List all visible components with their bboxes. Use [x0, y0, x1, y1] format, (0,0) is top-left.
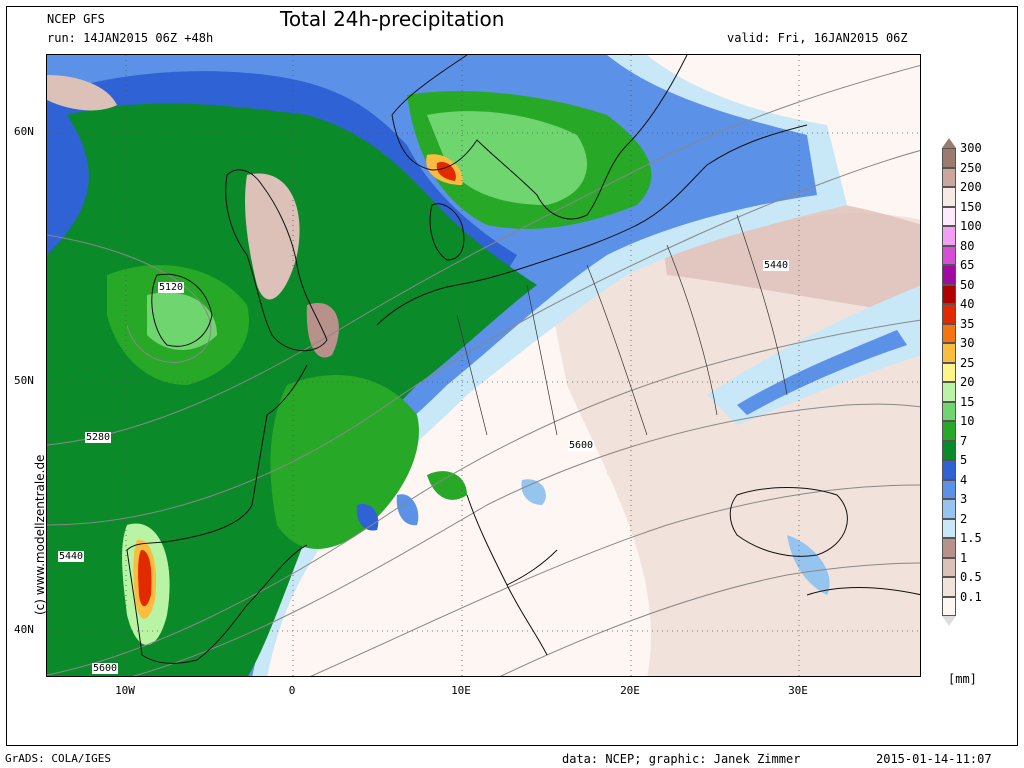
legend-label: 30: [960, 336, 975, 350]
contour-label: 5440: [58, 551, 85, 562]
legend-swatch: [942, 499, 956, 519]
legend-arrow-up-icon: [942, 138, 956, 148]
legend-swatch: [942, 538, 956, 558]
legend-label: 10: [960, 414, 975, 428]
legend-label: 20: [960, 375, 975, 389]
legend-label: 65: [960, 258, 975, 272]
software-credit: GrADS: COLA/IGES: [5, 752, 111, 765]
legend-swatch: [942, 206, 956, 226]
legend-label: 0.5: [960, 570, 982, 584]
legend-swatch: [942, 284, 956, 304]
lat-label: 60N: [14, 125, 34, 138]
legend-swatch: [942, 148, 956, 168]
legend-label: 7: [960, 433, 968, 448]
timestamp: 2015-01-14-11:07: [876, 752, 992, 766]
contour-label: 5440: [763, 260, 790, 271]
lon-label: 10E: [451, 684, 471, 697]
legend-unit: [mm]: [948, 672, 977, 686]
contour-label: 5120: [158, 282, 185, 293]
legend-label: 250: [960, 160, 982, 175]
valid-time: valid: Fri, 16JAN2015 06Z: [727, 31, 908, 45]
legend-swatch: [942, 226, 956, 246]
lon-label: 0: [288, 684, 296, 697]
legend-swatch: [942, 577, 956, 597]
legend-label: 100: [960, 219, 982, 233]
legend-label: 25: [960, 355, 975, 370]
legend-label: 1.5: [960, 531, 982, 545]
legend-label: 150: [960, 199, 982, 214]
legend-label: 4: [960, 472, 968, 487]
legend-swatch: [942, 401, 956, 421]
legend-label: 15: [960, 394, 975, 409]
legend-swatch: [942, 323, 956, 343]
legend-label: 200: [960, 180, 982, 194]
legend-swatch: [942, 421, 956, 441]
legend-label: 0.1: [960, 589, 982, 604]
legend-swatch: [942, 245, 956, 265]
legend-swatch: [942, 382, 956, 402]
legend-swatch: [942, 596, 956, 616]
legend-swatch: [942, 187, 956, 207]
legend-swatch: [942, 440, 956, 460]
legend-swatch: [942, 518, 956, 538]
lon-label: 30E: [788, 684, 808, 697]
model-name: NCEP GFS: [47, 12, 105, 26]
legend-label: 1: [960, 550, 968, 565]
lat-label: 40N: [14, 623, 34, 636]
map-canvas: [47, 55, 920, 676]
watermark: (c) www.modellzentrale.de: [33, 454, 47, 615]
legend-label: 40: [960, 297, 975, 311]
legend-label: 300: [960, 141, 982, 155]
contour-label: 5600: [92, 663, 119, 674]
legend-label: 2: [960, 511, 968, 526]
map-title: Total 24h-precipitation: [280, 7, 505, 31]
legend-swatch: [942, 167, 956, 187]
legend-arrow-down-icon: [942, 616, 956, 626]
lon-label: 20E: [620, 684, 640, 697]
legend-swatch: [942, 265, 956, 285]
run-info: run: 14JAN2015 06Z +48h: [47, 31, 214, 45]
plot-frame: [6, 6, 1018, 746]
data-credit: data: NCEP; graphic: Janek Zimmer: [562, 752, 801, 766]
precipitation-map: [46, 54, 921, 677]
legend-label: 35: [960, 316, 975, 331]
legend-swatch: [942, 362, 956, 382]
legend-label: 3: [960, 492, 968, 506]
legend-label: 5: [960, 453, 968, 467]
contour-label: 5280: [85, 432, 112, 443]
legend-swatch: [942, 557, 956, 577]
legend-label: 80: [960, 238, 975, 253]
legend-swatch: [942, 479, 956, 499]
legend-swatch: [942, 460, 956, 480]
lon-label: 10W: [115, 684, 135, 697]
legend-swatch: [942, 343, 956, 363]
contour-label: 5600: [568, 440, 595, 451]
legend-label: 50: [960, 277, 975, 292]
lat-label: 50N: [14, 374, 34, 387]
legend-swatch: [942, 304, 956, 324]
